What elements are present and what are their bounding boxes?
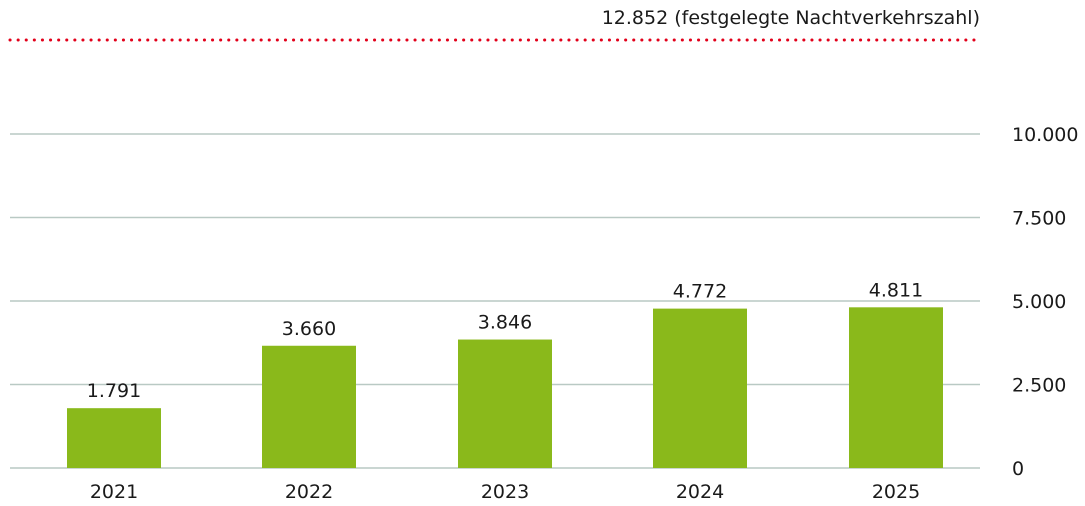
bar-2022 [262,345,356,468]
bar-value-label: 1.791 [87,380,141,402]
bar-2021 [67,408,161,468]
x-axis-category-labels: 2021 2022 2023 2024 2025 [90,481,920,503]
bar-value-label: 4.811 [869,279,923,301]
bar-2025 [849,307,943,468]
x-category-label: 2024 [676,481,724,503]
y-tick-label: 2.500 [1012,375,1066,397]
y-tick-label: 5.000 [1012,291,1066,313]
bar-value-label: 4.772 [673,281,727,303]
x-category-label: 2022 [285,481,333,503]
bar-2023 [458,339,552,468]
y-tick-label: 0 [1012,458,1024,480]
bar-value-labels: 1.791 3.660 3.846 4.772 4.811 [87,279,923,402]
bars [67,307,943,468]
x-category-label: 2021 [90,481,138,503]
y-axis-tick-labels: 0 2.500 5.000 7.500 10.000 [1012,124,1078,480]
reference-line-label: 12.852 (festgelegte Nachtverkehrszahl) [602,7,980,29]
bar-value-label: 3.846 [478,312,532,334]
y-tick-label: 7.500 [1012,208,1066,230]
bar-value-label: 3.660 [282,318,336,340]
x-category-label: 2025 [872,481,920,503]
x-category-label: 2023 [481,481,529,503]
bar-2024 [653,308,747,468]
y-tick-label: 10.000 [1012,124,1078,146]
reference-line-group: 12.852 (festgelegte Nachtverkehrszahl) [8,7,984,42]
